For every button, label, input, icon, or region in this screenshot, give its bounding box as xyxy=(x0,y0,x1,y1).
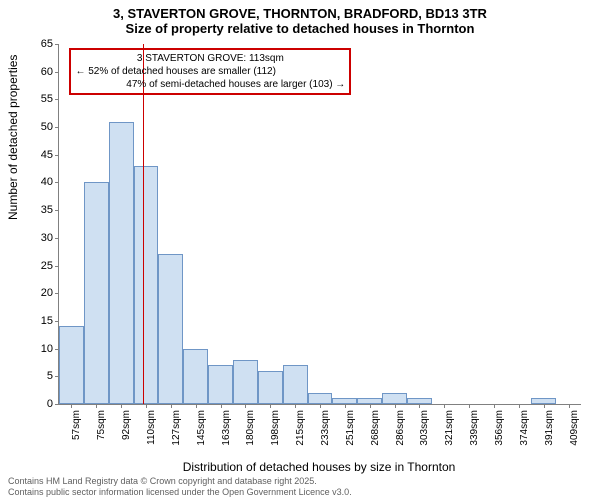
footer-line1: Contains HM Land Registry data © Crown c… xyxy=(8,476,352,487)
x-tick-mark xyxy=(494,404,495,408)
histogram-bar xyxy=(59,326,84,404)
y-tick-label: 0 xyxy=(23,398,59,410)
y-tick-label: 5 xyxy=(23,370,59,382)
x-tick-label: 251sqm xyxy=(345,410,356,446)
y-tick-mark xyxy=(55,321,59,322)
x-tick-label: 180sqm xyxy=(245,410,256,446)
x-tick-mark xyxy=(221,404,222,408)
x-tick-label: 215sqm xyxy=(295,410,306,446)
annotation-box: 3 STAVERTON GROVE: 113sqm← 52% of detach… xyxy=(69,48,351,95)
x-tick-label: 409sqm xyxy=(569,410,580,446)
annotation-line1: 3 STAVERTON GROVE: 113sqm xyxy=(75,52,345,65)
chart-container: 3, STAVERTON GROVE, THORNTON, BRADFORD, … xyxy=(0,0,600,500)
x-tick-label: 75sqm xyxy=(96,410,107,440)
x-tick-label: 321sqm xyxy=(444,410,455,446)
y-tick-mark xyxy=(55,44,59,45)
y-tick-mark xyxy=(55,72,59,73)
y-tick-mark xyxy=(55,210,59,211)
x-axis-label: Distribution of detached houses by size … xyxy=(58,460,580,474)
histogram-bar xyxy=(183,349,208,404)
y-tick-label: 10 xyxy=(23,343,59,355)
x-tick-label: 163sqm xyxy=(221,410,232,446)
y-tick-label: 40 xyxy=(23,176,59,188)
histogram-bar xyxy=(84,182,109,404)
x-tick-mark xyxy=(370,404,371,408)
x-tick-label: 92sqm xyxy=(121,410,132,440)
x-tick-label: 374sqm xyxy=(519,410,530,446)
histogram-bar xyxy=(134,166,159,404)
annotation-line3: 47% of semi-detached houses are larger (… xyxy=(75,78,345,91)
y-tick-mark xyxy=(55,99,59,100)
y-axis-label: Number of detached properties xyxy=(6,55,20,220)
x-tick-mark xyxy=(544,404,545,408)
x-tick-label: 233sqm xyxy=(320,410,331,446)
x-tick-mark xyxy=(569,404,570,408)
x-tick-label: 198sqm xyxy=(270,410,281,446)
y-tick-label: 50 xyxy=(23,121,59,133)
x-tick-mark xyxy=(519,404,520,408)
title-line2: Size of property relative to detached ho… xyxy=(0,21,600,36)
x-tick-mark xyxy=(171,404,172,408)
histogram-bar xyxy=(258,371,283,404)
histogram-bar xyxy=(233,360,258,404)
x-tick-mark xyxy=(469,404,470,408)
histogram-bar xyxy=(158,254,183,404)
x-tick-mark xyxy=(270,404,271,408)
y-tick-label: 65 xyxy=(23,38,59,50)
plot-area: 0510152025303540455055606557sqm75sqm92sq… xyxy=(58,44,581,405)
x-tick-mark xyxy=(96,404,97,408)
x-tick-mark xyxy=(444,404,445,408)
reference-line xyxy=(143,44,144,404)
y-tick-label: 45 xyxy=(23,149,59,161)
x-tick-mark xyxy=(345,404,346,408)
x-tick-label: 145sqm xyxy=(196,410,207,446)
y-tick-label: 30 xyxy=(23,232,59,244)
histogram-bar xyxy=(382,393,407,404)
histogram-bar xyxy=(308,393,333,404)
x-tick-label: 303sqm xyxy=(419,410,430,446)
x-tick-label: 110sqm xyxy=(146,410,157,445)
y-tick-mark xyxy=(55,293,59,294)
histogram-bar xyxy=(208,365,233,404)
x-tick-mark xyxy=(71,404,72,408)
y-tick-mark xyxy=(55,238,59,239)
x-tick-label: 127sqm xyxy=(171,410,182,446)
y-tick-label: 55 xyxy=(23,93,59,105)
x-tick-mark xyxy=(245,404,246,408)
x-tick-mark xyxy=(419,404,420,408)
x-tick-mark xyxy=(121,404,122,408)
title-block: 3, STAVERTON GROVE, THORNTON, BRADFORD, … xyxy=(0,0,600,36)
x-tick-label: 57sqm xyxy=(71,410,82,440)
y-tick-label: 25 xyxy=(23,260,59,272)
x-tick-label: 286sqm xyxy=(395,410,406,446)
y-tick-mark xyxy=(55,182,59,183)
x-tick-mark xyxy=(196,404,197,408)
y-tick-label: 35 xyxy=(23,204,59,216)
x-tick-mark xyxy=(320,404,321,408)
y-tick-label: 60 xyxy=(23,66,59,78)
footer-attribution: Contains HM Land Registry data © Crown c… xyxy=(8,476,352,498)
x-tick-mark xyxy=(395,404,396,408)
x-tick-label: 339sqm xyxy=(469,410,480,446)
x-tick-mark xyxy=(146,404,147,408)
x-tick-label: 391sqm xyxy=(544,410,555,446)
title-line1: 3, STAVERTON GROVE, THORNTON, BRADFORD, … xyxy=(0,6,600,21)
x-tick-mark xyxy=(295,404,296,408)
y-tick-label: 20 xyxy=(23,287,59,299)
x-tick-label: 268sqm xyxy=(370,410,381,446)
y-tick-mark xyxy=(55,127,59,128)
histogram-bar xyxy=(109,122,134,404)
annotation-line2: ← 52% of detached houses are smaller (11… xyxy=(75,65,345,78)
y-tick-mark xyxy=(55,155,59,156)
x-tick-label: 356sqm xyxy=(494,410,505,446)
footer-line2: Contains public sector information licen… xyxy=(8,487,352,498)
histogram-bar xyxy=(283,365,308,404)
y-tick-mark xyxy=(55,404,59,405)
y-tick-label: 15 xyxy=(23,315,59,327)
y-tick-mark xyxy=(55,266,59,267)
